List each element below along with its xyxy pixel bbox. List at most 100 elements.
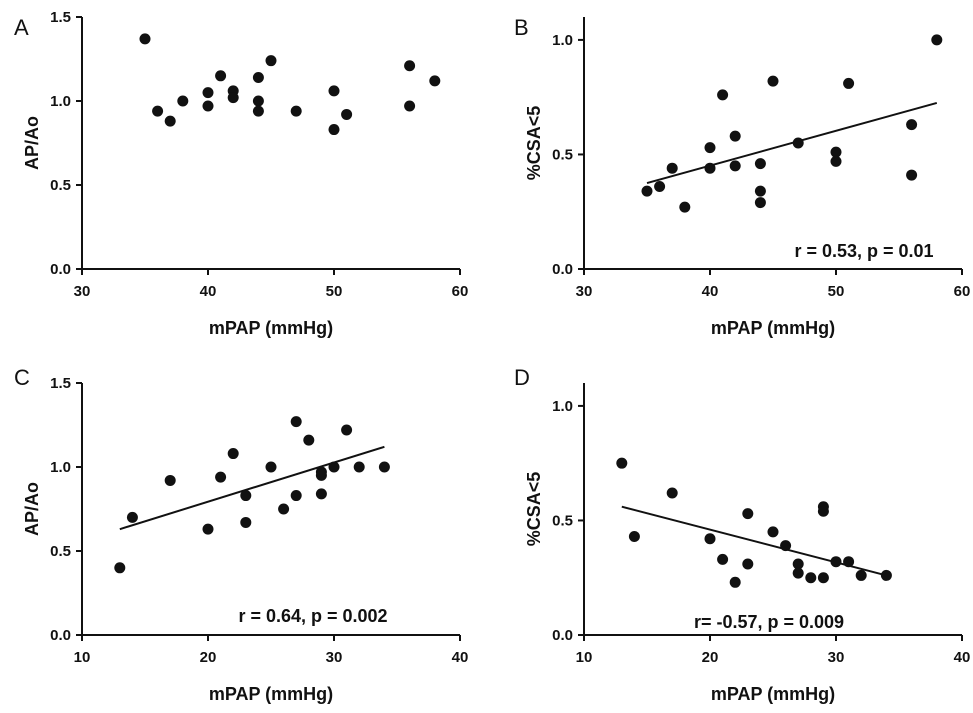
x-tick-label: 20 (702, 649, 719, 666)
x-tick-label: 50 (326, 283, 343, 300)
data-point (290, 105, 302, 117)
data-point (817, 505, 829, 517)
data-point (817, 572, 829, 584)
x-tick-label: 10 (576, 649, 593, 666)
data-point (164, 474, 176, 486)
x-tick-label: 40 (452, 649, 469, 666)
data-point (767, 526, 779, 538)
x-axis-title: mPAP (mmHg) (209, 318, 333, 338)
data-point (404, 60, 416, 72)
y-tick-label: 0.0 (552, 627, 573, 644)
data-point (265, 461, 277, 473)
data-point (240, 516, 252, 528)
data-point (202, 87, 214, 99)
data-point (252, 105, 264, 117)
y-axis-title: %CSA<5 (524, 106, 544, 181)
y-tick-label: 0.0 (552, 261, 573, 278)
stat-annotation: r = 0.64, p = 0.002 (238, 606, 387, 626)
data-point (843, 556, 855, 568)
data-point (353, 461, 365, 473)
data-point (628, 530, 640, 542)
data-point (742, 558, 754, 570)
data-point (240, 490, 252, 502)
data-point (767, 75, 779, 87)
data-point (906, 119, 918, 131)
data-point (729, 576, 741, 588)
data-point (855, 569, 867, 581)
data-point (641, 185, 653, 197)
data-point (202, 523, 214, 535)
data-point (126, 511, 138, 523)
x-tick-label: 30 (828, 649, 845, 666)
data-point (328, 85, 340, 97)
y-axis-title: %CSA<5 (524, 472, 544, 547)
data-point (729, 160, 741, 172)
regression-line (621, 505, 887, 577)
y-tick-label: 0.5 (50, 543, 71, 560)
data-point (139, 33, 151, 45)
x-axis-title: mPAP (mmHg) (209, 684, 333, 704)
x-tick-label: 20 (200, 649, 217, 666)
x-tick-label: 30 (74, 283, 91, 300)
x-tick-label: 40 (954, 649, 971, 666)
data-point (278, 503, 290, 515)
stat-annotation: r = 0.53, p = 0.01 (794, 241, 933, 261)
data-point (792, 137, 804, 149)
data-point (704, 142, 716, 154)
data-point (215, 471, 227, 483)
panel-letter: A (14, 15, 29, 40)
data-point (704, 533, 716, 545)
data-point (429, 75, 441, 87)
y-axis-title: AP/Ao (22, 116, 42, 170)
data-point (666, 487, 678, 499)
data-point (880, 569, 892, 581)
data-point (265, 55, 277, 67)
data-point (177, 95, 189, 107)
data-point (754, 158, 766, 170)
data-point (704, 162, 716, 174)
data-point (780, 540, 792, 552)
data-point (843, 77, 855, 89)
data-point (906, 169, 918, 181)
data-point (754, 197, 766, 209)
data-point (616, 457, 628, 469)
data-point (227, 92, 239, 104)
x-axis-title: mPAP (mmHg) (711, 684, 835, 704)
regression-line (119, 445, 385, 531)
data-point (328, 124, 340, 136)
y-tick-label: 1.0 (50, 459, 71, 476)
data-point (315, 469, 327, 481)
data-point (679, 201, 691, 213)
data-point (729, 130, 741, 142)
data-point (792, 567, 804, 579)
y-tick-label: 0.5 (552, 512, 573, 529)
data-point (290, 416, 302, 428)
y-tick-label: 0.0 (50, 261, 71, 278)
data-point (378, 461, 390, 473)
x-tick-label: 60 (954, 283, 971, 300)
y-tick-label: 1.5 (50, 375, 71, 392)
y-tick-label: 1.5 (50, 9, 71, 26)
y-tick-label: 1.0 (552, 32, 573, 49)
data-point (341, 108, 353, 120)
x-tick-label: 10 (74, 649, 91, 666)
x-tick-label: 30 (576, 283, 593, 300)
panel-letter: C (14, 365, 30, 390)
y-axis-title: AP/Ao (22, 482, 42, 536)
y-tick-label: 0.5 (50, 177, 71, 194)
data-point (114, 562, 126, 574)
y-tick-label: 0.5 (552, 146, 573, 163)
x-tick-label: 40 (200, 283, 217, 300)
y-tick-label: 1.0 (50, 93, 71, 110)
x-tick-label: 30 (326, 649, 343, 666)
data-point (792, 558, 804, 570)
data-point (202, 100, 214, 112)
x-axis-title: mPAP (mmHg) (711, 318, 835, 338)
panel-letter: D (514, 365, 530, 390)
data-point (931, 34, 943, 46)
data-point (666, 162, 678, 174)
x-tick-label: 60 (452, 283, 469, 300)
data-point (252, 71, 264, 83)
